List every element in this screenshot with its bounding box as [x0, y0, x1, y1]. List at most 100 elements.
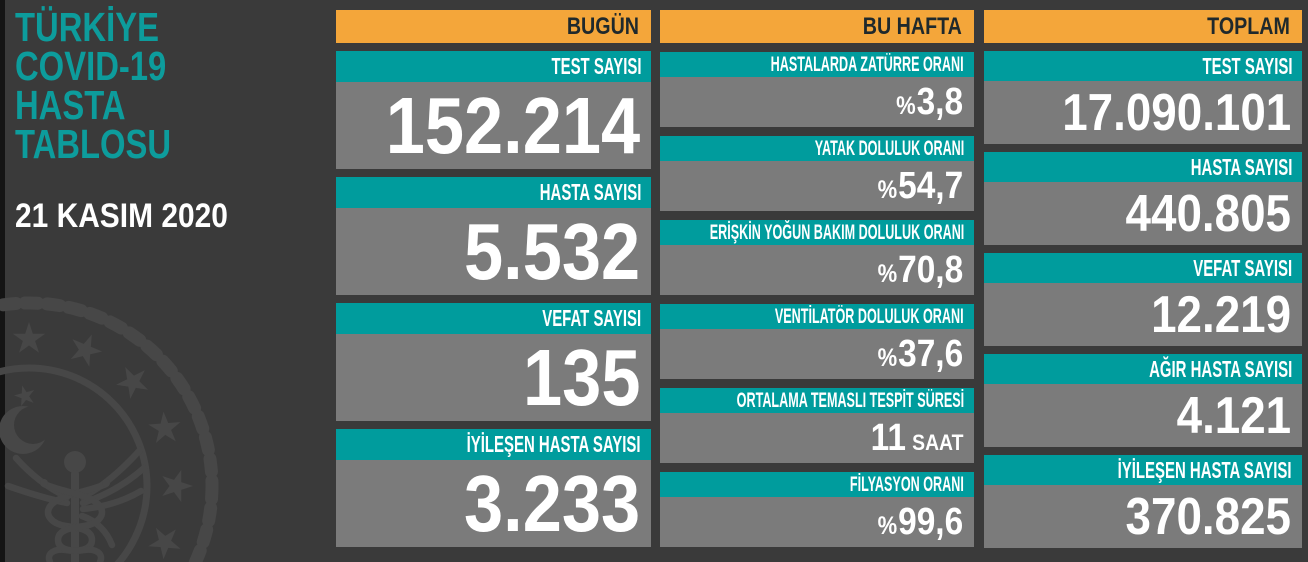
column-header-label: BUGÜN [566, 12, 639, 40]
stat-row: İYİLEŞEN HASTA SAYISI 3.233 [336, 429, 651, 548]
stat-label: HASTA SAYISI [539, 179, 641, 205]
stat-label: ERİŞKİN YOĞUN BAKIM DOLULUK ORANI [709, 220, 964, 244]
stat-value-box: 135 [336, 332, 651, 422]
stat-value-box: 440.805 [984, 182, 1302, 245]
stat-label-bar: ORTALAMA TEMASLI TESPİT SÜRESİ [660, 388, 974, 413]
stat-value-prefix: % [877, 259, 898, 288]
stat-row: VENTİLATÖR DOLULUK ORANI % 37,6 [660, 304, 974, 379]
stat-row: AĞIR HASTA SAYISI 4.121 [984, 354, 1302, 447]
stat-label-bar: HASTALARDA ZATÜRRE ORANI [660, 52, 974, 77]
stat-value: 99,6 [897, 500, 963, 543]
stat-value: 135 [522, 332, 640, 422]
stat-value-box: 370.825 [984, 485, 1302, 548]
stat-row: FİLYASYON ORANI % 99,6 [660, 472, 974, 547]
stat-label: FİLYASYON ORANI [850, 472, 964, 496]
stat-label-bar: TEST SAYISI [984, 51, 1302, 81]
stat-value-box: % 70,8 [660, 245, 974, 295]
stat-label-bar: VENTİLATÖR DOLULUK ORANI [660, 304, 974, 329]
stat-row: HASTA SAYISI 5.532 [336, 177, 651, 296]
stat-value-box: 3.233 [336, 458, 651, 548]
stat-label-bar: TEST SAYISI [336, 51, 651, 82]
stat-value-box: % 3,8 [660, 77, 974, 127]
stat-label: TEST SAYISI [1201, 52, 1292, 79]
stat-row: VEFAT SAYISI 135 [336, 303, 651, 422]
stat-value-prefix: % [877, 175, 898, 204]
stat-value: 37,6 [897, 332, 963, 375]
stat-label-bar: VEFAT SAYISI [336, 303, 651, 334]
stat-value-box: % 54,7 [660, 161, 974, 211]
stat-row: ORTALAMA TEMASLI TESPİT SÜRESİ 11 SAAT [660, 388, 974, 463]
stat-label-bar: YATAK DOLULUK ORANI [660, 136, 974, 161]
stat-value: 3,8 [916, 80, 963, 123]
stat-label-bar: HASTA SAYISI [336, 177, 651, 208]
stat-label: VENTİLATÖR DOLULUK ORANI [775, 304, 964, 328]
stat-row: HASTA SAYISI 440.805 [984, 152, 1302, 245]
stat-label-bar: ERİŞKİN YOĞUN BAKIM DOLULUK ORANI [660, 220, 974, 245]
left-border-strip [0, 0, 5, 562]
page-title-line: TABLOSU [15, 121, 172, 167]
stat-label: VEFAT SAYISI [542, 305, 641, 331]
column-bugun: BUGÜN TEST SAYISI 152.214 HASTA SAYISI 5… [336, 10, 651, 548]
stat-value-box: 152.214 [336, 80, 651, 170]
stat-value: 54,7 [897, 164, 963, 207]
stat-row: ERİŞKİN YOĞUN BAKIM DOLULUK ORANI % 70,8 [660, 220, 974, 295]
emblem-rope-ring [0, 296, 219, 562]
stat-value: 3.233 [463, 458, 640, 548]
stat-row: TEST SAYISI 17.090.101 [984, 51, 1302, 144]
emblem-crescent-star [0, 382, 52, 454]
stat-value-box: 5.532 [336, 206, 651, 296]
column-header-label: BU HAFTA [862, 12, 962, 40]
stat-value-prefix: % [877, 343, 898, 372]
stat-label: HASTALARDA ZATÜRRE ORANI [771, 52, 964, 76]
stat-value-suffix: SAAT [911, 429, 963, 455]
page-title-line: TÜRKİYE [15, 4, 159, 50]
stat-label-bar: FİLYASYON ORANI [660, 472, 974, 497]
page-title: TÜRKİYE COVID-19 HASTA TABLOSU [15, 4, 172, 167]
stat-row: TEST SAYISI 152.214 [336, 51, 651, 170]
stat-label-bar: İYİLEŞEN HASTA SAYISI [336, 429, 651, 460]
stat-value-box: 12.219 [984, 283, 1302, 346]
column-toplam: TOPLAM TEST SAYISI 17.090.101 HASTA SAYI… [984, 10, 1302, 548]
stat-label: TEST SAYISI [550, 53, 641, 79]
stat-value: 70,8 [897, 248, 963, 291]
stat-label: İYİLEŞEN HASTA SAYISI [1118, 456, 1292, 483]
stat-row: VEFAT SAYISI 12.219 [984, 253, 1302, 346]
column-bu-hafta: BU HAFTA HASTALARDA ZATÜRRE ORANI % 3,8 Y… [660, 10, 974, 547]
stat-label: AĞIR HASTA SAYISI [1148, 355, 1292, 382]
stat-label: HASTA SAYISI [1190, 153, 1292, 180]
stat-row: HASTALARDA ZATÜRRE ORANI % 3,8 [660, 52, 974, 127]
stat-value-prefix: % [877, 511, 898, 540]
stat-label: VEFAT SAYISI [1193, 254, 1292, 281]
column-header-bugun: BUGÜN [336, 10, 651, 43]
stat-value: 370.825 [1125, 487, 1291, 546]
stat-value: 5.532 [463, 206, 640, 296]
emblem-caduceus [4, 446, 148, 562]
page-title-line: HASTA [15, 82, 126, 128]
emblem-star-ring [12, 322, 193, 562]
stat-value-box: % 37,6 [660, 329, 974, 379]
stat-value-box: % 99,6 [660, 497, 974, 547]
stat-value: 11 [870, 416, 906, 459]
stat-row: İYİLEŞEN HASTA SAYISI 370.825 [984, 455, 1302, 548]
stat-value-box: 17.090.101 [984, 81, 1302, 144]
stat-label: YATAK DOLULUK ORANI [814, 136, 964, 160]
stat-value: 440.805 [1125, 184, 1291, 243]
stat-value: 152.214 [385, 80, 640, 170]
stat-label-bar: AĞIR HASTA SAYISI [984, 354, 1302, 384]
stat-row: YATAK DOLULUK ORANI % 54,7 [660, 136, 974, 211]
stat-label-bar: HASTA SAYISI [984, 152, 1302, 182]
column-header-label: TOPLAM [1207, 12, 1290, 40]
stat-value-prefix: % [896, 91, 916, 120]
emblem-inner-circle [0, 364, 151, 562]
stat-label: İYİLEŞEN HASTA SAYISI [467, 431, 641, 457]
stat-value-box: 11 SAAT [660, 413, 974, 463]
report-date: 21 KASIM 2020 [15, 197, 228, 235]
stat-value: 4.121 [1176, 386, 1291, 445]
column-header-bu-hafta: BU HAFTA [660, 10, 974, 43]
stat-value-box: 4.121 [984, 384, 1302, 447]
column-header-toplam: TOPLAM [984, 10, 1302, 43]
stat-label-bar: VEFAT SAYISI [984, 253, 1302, 283]
stat-value: 17.090.101 [1061, 83, 1291, 142]
stat-label-bar: İYİLEŞEN HASTA SAYISI [984, 455, 1302, 485]
stat-label: ORTALAMA TEMASLI TESPİT SÜRESİ [736, 388, 964, 412]
